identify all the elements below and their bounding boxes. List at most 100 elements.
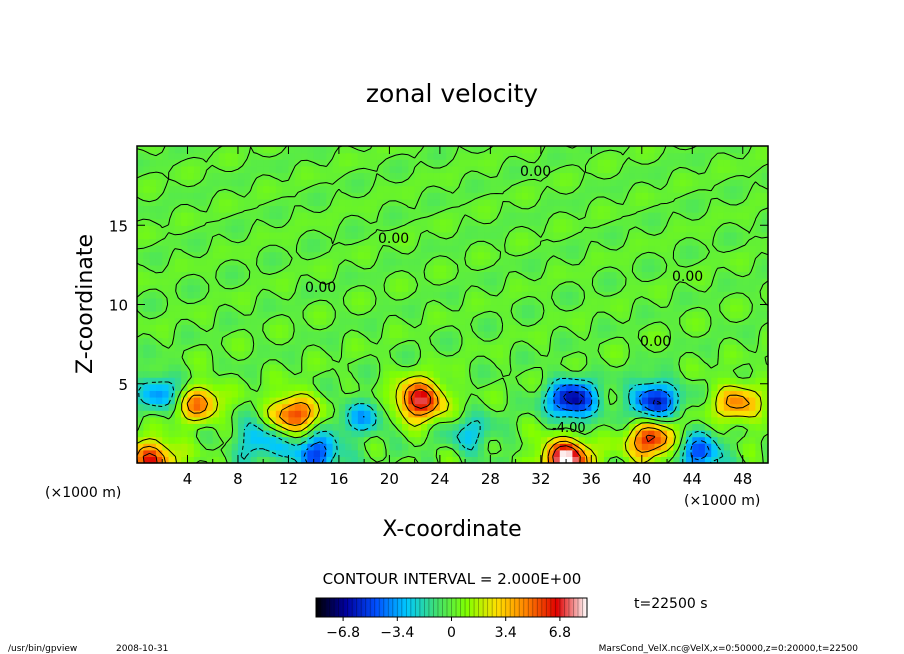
- heatmap-cell: [174, 383, 182, 391]
- heatmap-cell: [149, 344, 157, 352]
- heatmap-cell: [364, 317, 372, 325]
- heatmap-cell: [326, 271, 334, 279]
- heatmap-cell: [446, 271, 454, 279]
- heatmap-cell: [603, 284, 611, 292]
- heatmap-cell: [673, 198, 681, 207]
- heatmap-cell: [685, 456, 693, 464]
- heatmap-cell: [301, 205, 308, 213]
- heatmap-cell: [420, 423, 428, 431]
- heatmap-cell: [439, 370, 447, 378]
- heatmap-cell: [749, 423, 756, 431]
- heatmap-cell: [515, 344, 523, 352]
- heatmap-cell: [521, 251, 529, 259]
- heatmap-cell: [155, 344, 163, 352]
- heatmap-cell: [566, 344, 573, 352]
- heatmap-cell: [761, 324, 769, 332]
- heatmap-cell: [143, 311, 151, 319]
- heatmap-cell: [408, 449, 416, 457]
- heatmap-cell: [307, 192, 315, 200]
- heatmap-cell: [408, 410, 416, 418]
- heatmap-cell: [629, 152, 637, 160]
- heatmap-cell: [566, 251, 573, 259]
- heatmap-cell: [660, 324, 668, 332]
- heatmap-cell: [383, 238, 390, 246]
- heatmap-cell: [591, 212, 599, 220]
- heatmap-cell: [654, 357, 662, 365]
- heatmap-cell: [319, 383, 327, 391]
- heatmap-cell: [704, 192, 712, 200]
- heatmap-cell: [231, 449, 239, 457]
- heatmap-cell: [452, 304, 460, 312]
- heatmap-cell: [143, 344, 151, 352]
- heatmap-cell: [629, 429, 637, 438]
- heatmap-cell: [137, 198, 144, 207]
- heatmap-cell: [534, 271, 542, 279]
- heatmap-cell: [364, 179, 372, 187]
- heatmap-cell: [162, 284, 170, 292]
- heatmap-cell: [509, 231, 517, 240]
- heatmap-cell: [465, 449, 473, 457]
- x-unit-label: (×1000 m): [684, 493, 760, 509]
- heatmap-cell: [616, 172, 624, 180]
- heatmap-cell: [256, 304, 264, 312]
- heatmap-cell: [143, 357, 151, 365]
- heatmap-cell: [225, 218, 233, 226]
- heatmap-cell: [282, 337, 290, 345]
- heatmap-cell: [458, 192, 466, 200]
- heatmap-cell: [648, 363, 656, 372]
- heatmap-cell: [572, 238, 580, 246]
- heatmap-cell: [540, 212, 548, 220]
- heatmap-cell: [515, 416, 523, 424]
- heatmap-cell: [717, 330, 725, 339]
- heatmap-cell: [206, 344, 214, 352]
- heatmap-cell: [263, 264, 271, 273]
- heatmap-cell: [616, 152, 624, 160]
- heatmap-cell: [174, 251, 182, 259]
- heatmap-cell: [294, 152, 302, 160]
- heatmap-cell: [370, 212, 378, 220]
- contour-lines: [136, 145, 769, 464]
- heatmap-cell: [585, 350, 592, 358]
- heatmap-cell: [332, 383, 340, 391]
- heatmap-cell: [553, 218, 561, 226]
- heatmap-cell: [149, 436, 157, 444]
- heatmap-cell: [181, 449, 189, 457]
- heatmap-cell: [414, 212, 422, 220]
- heatmap-cell: [559, 416, 567, 424]
- heatmap-cell: [137, 271, 144, 279]
- heatmap-cell: [761, 297, 769, 306]
- heatmap-cell: [181, 205, 189, 213]
- heatmap-cell: [269, 185, 277, 193]
- heatmap-cell: [351, 284, 359, 292]
- heatmap-cell: [629, 410, 637, 418]
- heatmap-cell: [206, 212, 214, 220]
- heatmap-cell: [149, 317, 157, 325]
- heatmap-cell: [603, 231, 611, 240]
- heatmap-cell: [471, 383, 479, 391]
- heatmap-cell: [730, 251, 738, 259]
- heatmap-cell: [572, 172, 580, 180]
- heatmap-cell: [433, 330, 441, 339]
- heatmap-cell: [155, 370, 163, 378]
- heatmap-cell: [181, 172, 189, 180]
- heatmap-cell: [484, 271, 491, 279]
- heatmap-cell: [332, 456, 340, 464]
- heatmap-cell: [193, 456, 201, 464]
- heatmap-cell: [673, 159, 681, 167]
- heatmap-cell: [332, 165, 340, 174]
- heatmap-cell: [433, 271, 441, 279]
- heatmap-cell: [427, 311, 435, 319]
- heatmap-cell: [465, 317, 473, 325]
- heatmap-cell: [509, 456, 517, 464]
- heatmap-cell: [509, 192, 517, 200]
- heatmap-cell: [635, 165, 643, 174]
- heatmap-cell: [187, 284, 195, 292]
- heatmap-cell: [244, 443, 252, 451]
- heatmap-cell: [673, 350, 681, 358]
- heatmap-cell: [692, 264, 700, 273]
- heatmap-cell: [465, 423, 473, 431]
- heatmap-cell: [345, 324, 353, 332]
- heatmap-cell: [332, 238, 340, 246]
- heatmap-cell: [269, 370, 277, 378]
- heatmap-cell: [244, 271, 252, 279]
